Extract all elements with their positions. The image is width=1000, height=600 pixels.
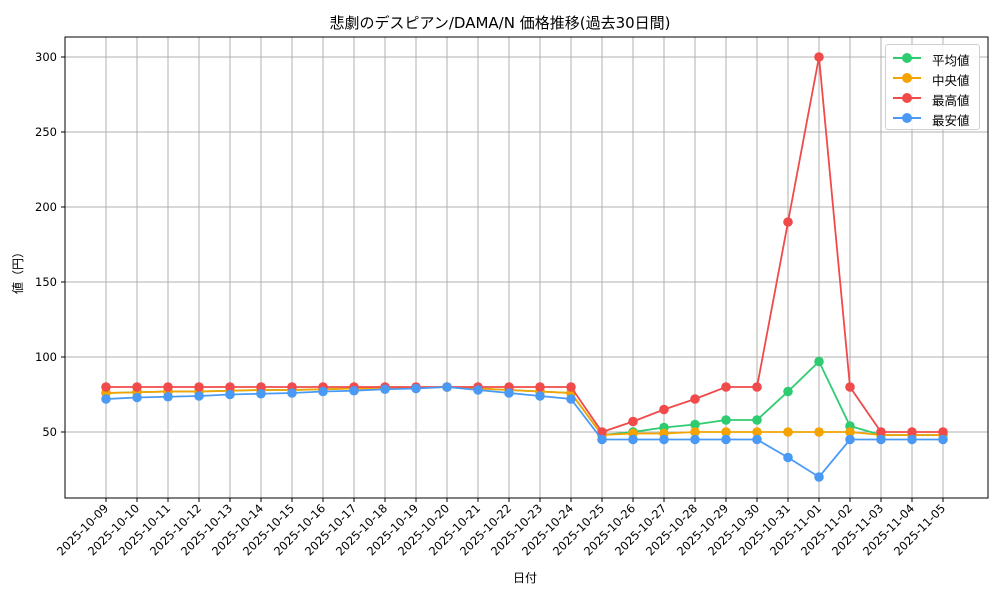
data-point — [876, 427, 886, 437]
y-tick-label: 250 — [35, 125, 57, 139]
legend-label: 最安値 — [932, 113, 970, 128]
data-point — [690, 394, 700, 404]
data-point — [690, 434, 700, 445]
data-point — [659, 404, 669, 415]
data-point — [690, 419, 700, 430]
data-point — [535, 382, 545, 392]
plot-frame — [64, 36, 989, 499]
legend-marker-icon — [902, 113, 912, 123]
data-point — [752, 415, 762, 425]
data-point — [225, 389, 235, 400]
data-point — [628, 416, 638, 427]
data-point — [256, 382, 266, 392]
data-point — [876, 434, 886, 445]
data-point — [752, 427, 762, 437]
data-point — [504, 388, 514, 398]
legend-label: 最高値 — [932, 93, 970, 108]
data-point — [287, 388, 297, 398]
series-line — [105, 386, 943, 436]
x-axis-ticks: 2025-10-092025-10-102025-10-112025-10-12… — [54, 498, 948, 558]
legend-marker-icon — [902, 53, 912, 63]
series-lines — [101, 52, 948, 482]
data-point — [628, 434, 638, 445]
data-point — [845, 382, 855, 392]
data-point — [938, 434, 948, 445]
legend-marker-icon — [902, 73, 912, 83]
data-point — [814, 52, 824, 62]
data-point — [845, 427, 855, 437]
legend-item: 平均値 — [886, 49, 979, 68]
series-line — [106, 56, 943, 434]
data-point — [907, 427, 917, 437]
y-tick-label: 50 — [42, 425, 57, 439]
data-point — [132, 382, 142, 392]
data-point — [721, 382, 731, 392]
data-point — [256, 388, 266, 399]
series-2 — [101, 52, 948, 437]
data-point — [597, 427, 607, 437]
data-point — [597, 434, 607, 445]
data-point — [659, 434, 669, 445]
data-point — [566, 382, 576, 392]
data-point — [783, 452, 793, 463]
data-point — [473, 385, 483, 395]
y-tick-label: 150 — [35, 275, 57, 289]
series-line — [105, 386, 943, 479]
data-point — [163, 391, 173, 402]
x-axis-label: 日付 — [513, 571, 537, 585]
data-point — [101, 394, 111, 404]
data-point — [814, 472, 824, 482]
legend-item: 最高値 — [886, 89, 979, 108]
data-point — [132, 392, 142, 403]
data-point — [752, 382, 762, 392]
series-3 — [101, 382, 948, 482]
data-point — [783, 217, 793, 227]
data-point — [907, 434, 917, 445]
data-point — [845, 434, 855, 445]
data-point — [380, 384, 390, 395]
data-point — [318, 386, 328, 397]
data-point — [783, 427, 793, 437]
chart-title: 悲劇のデスピアン/DAMA/N 価格推移(過去30日間) — [329, 14, 671, 32]
legend-label: 平均値 — [932, 53, 970, 68]
legend-item: 最安値 — [886, 109, 979, 128]
data-point — [938, 427, 948, 437]
legend-item: 中央値 — [886, 69, 979, 88]
data-point — [783, 386, 793, 397]
data-point — [690, 427, 700, 437]
data-point — [721, 427, 731, 437]
legend: 平均値中央値最高値最安値 — [885, 44, 980, 130]
grid-lines — [65, 37, 988, 498]
data-point — [101, 382, 111, 392]
data-point — [349, 385, 359, 396]
y-tick-label: 100 — [35, 350, 57, 364]
data-point — [535, 391, 545, 401]
y-tick-label: 200 — [35, 200, 57, 214]
data-point — [225, 382, 235, 392]
legend-label: 中央値 — [932, 73, 970, 88]
data-point — [752, 434, 762, 445]
data-point — [566, 394, 576, 404]
y-tick-label: 300 — [35, 50, 57, 64]
data-point — [163, 382, 173, 392]
y-axis-ticks: 50 100 150 200 250 300 — [35, 50, 65, 439]
data-point — [194, 391, 204, 401]
data-point — [721, 434, 731, 445]
data-point — [814, 427, 824, 437]
data-point — [442, 382, 452, 392]
y-axis-label: 値（円） — [10, 246, 25, 294]
data-point — [411, 383, 421, 394]
legend-marker-icon — [902, 93, 912, 103]
data-point — [814, 356, 824, 367]
data-point — [194, 382, 204, 392]
data-point — [721, 415, 731, 425]
